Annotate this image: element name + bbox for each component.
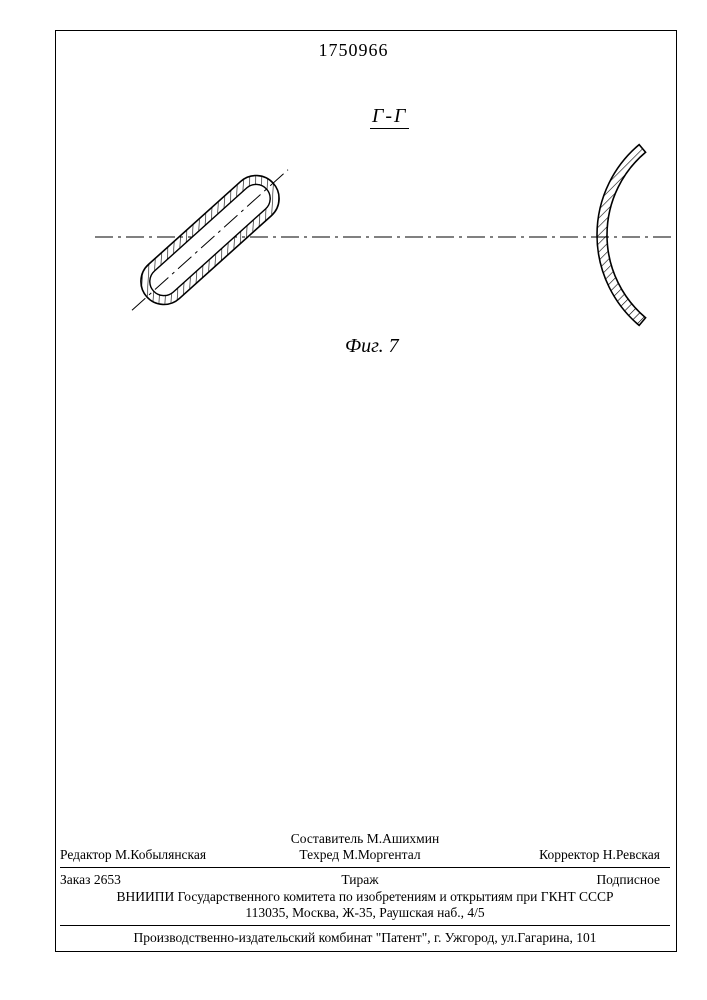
- order-text: Заказ 2653: [60, 872, 260, 888]
- credits-row-2: Редактор М.Кобылянская Техред М.Моргента…: [60, 847, 670, 863]
- order-number: 2653: [94, 872, 121, 887]
- corrector-name: Н.Ревская: [603, 847, 660, 862]
- figure-7: Г-Г Фиг. 7: [75, 105, 655, 355]
- editor-text: Редактор М.Кобылянская: [60, 847, 260, 863]
- tirazh-label: Тираж: [341, 872, 378, 887]
- spacer-cell: [467, 831, 670, 847]
- subscription-text: Подписное: [460, 872, 670, 888]
- compiler-name: М.Ашихмин: [367, 831, 440, 846]
- divider-1: [60, 867, 670, 868]
- editor-cell: [60, 831, 263, 847]
- order-label: Заказ: [60, 872, 90, 887]
- figure-svg: [75, 105, 675, 365]
- editor-name: М.Кобылянская: [115, 847, 206, 862]
- compiler-cell: Составитель М.Ашихмин: [263, 831, 466, 847]
- compiler-label: Составитель: [291, 831, 364, 846]
- techred-text: Техред М.Моргентал: [260, 847, 460, 863]
- org-line: ВНИИПИ Государственного комитета по изоб…: [60, 889, 670, 905]
- credits-block: Составитель М.Ашихмин Редактор М.Кобылян…: [60, 831, 670, 946]
- address-line: 113035, Москва, Ж-35, Раушская наб., 4/5: [60, 905, 670, 921]
- publisher-line: Производственно-издательский комбинат "П…: [60, 930, 670, 946]
- tirazh-text: Тираж: [260, 872, 460, 888]
- techred-name: М.Моргентал: [343, 847, 421, 862]
- meta-row-1: Заказ 2653 Тираж Подписное: [60, 872, 670, 888]
- divider-2: [60, 925, 670, 926]
- corrector-label: Корректор: [539, 847, 599, 862]
- corrector-text: Корректор Н.Ревская: [460, 847, 670, 863]
- editor-label: Редактор: [60, 847, 112, 862]
- document-number: 1750966: [0, 40, 707, 61]
- credits-row-1: Составитель М.Ашихмин: [60, 831, 670, 847]
- techred-label: Техред: [299, 847, 339, 862]
